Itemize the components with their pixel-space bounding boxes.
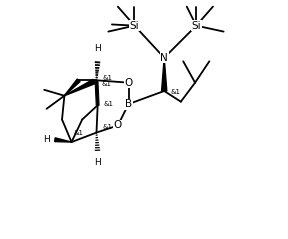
Text: O: O bbox=[124, 78, 133, 88]
Text: &1: &1 bbox=[170, 89, 180, 95]
Polygon shape bbox=[55, 138, 71, 142]
Text: O: O bbox=[114, 120, 122, 130]
Text: &1: &1 bbox=[103, 75, 112, 81]
Text: &1: &1 bbox=[101, 81, 111, 87]
Text: Si: Si bbox=[130, 21, 139, 31]
Polygon shape bbox=[65, 79, 80, 96]
Text: H: H bbox=[94, 158, 101, 167]
Text: &1: &1 bbox=[74, 130, 84, 136]
Polygon shape bbox=[162, 58, 167, 91]
Text: &1: &1 bbox=[103, 124, 112, 130]
Text: B: B bbox=[125, 99, 132, 109]
Text: H: H bbox=[94, 44, 101, 53]
Text: Si: Si bbox=[192, 21, 201, 31]
Text: H: H bbox=[43, 135, 50, 144]
Text: N: N bbox=[160, 53, 168, 63]
Polygon shape bbox=[65, 79, 95, 96]
Text: &1: &1 bbox=[104, 101, 113, 107]
